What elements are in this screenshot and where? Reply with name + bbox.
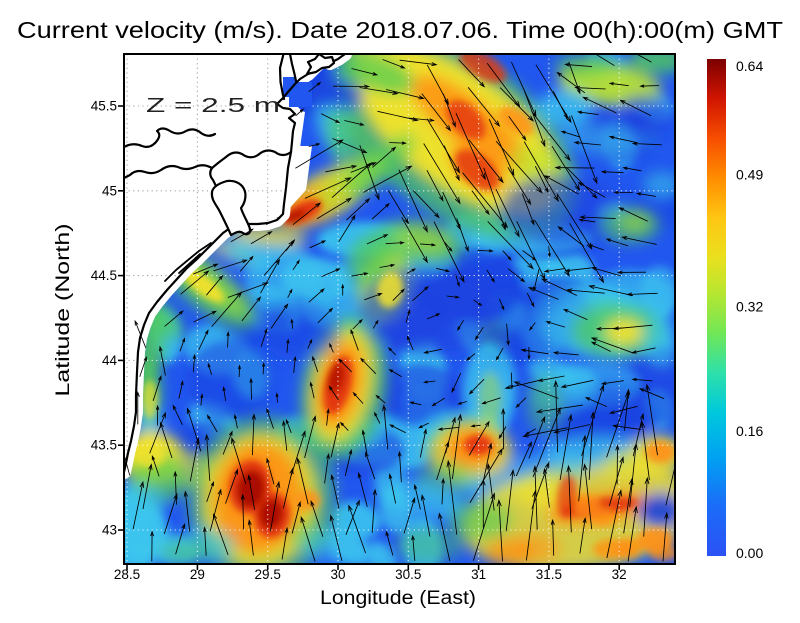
svg-text:Latitude (North): Latitude (North)	[53, 224, 74, 397]
svg-text:32: 32	[612, 567, 627, 582]
svg-text:Z = 2.5 m: Z = 2.5 m	[146, 94, 280, 117]
svg-text:28.5: 28.5	[114, 567, 140, 582]
svg-text:30: 30	[330, 567, 345, 582]
svg-text:0.49: 0.49	[736, 167, 763, 183]
svg-text:45.5: 45.5	[91, 99, 117, 114]
svg-text:Longitude (East): Longitude (East)	[320, 588, 476, 609]
svg-text:0.00: 0.00	[736, 545, 763, 561]
svg-text:Current velocity (m/s). Date 2: Current velocity (m/s). Date 2018.07.06.…	[17, 17, 783, 43]
svg-text:30.5: 30.5	[395, 567, 421, 582]
svg-text:45: 45	[102, 183, 117, 198]
svg-text:43.5: 43.5	[91, 438, 117, 453]
svg-text:0.16: 0.16	[736, 423, 763, 439]
svg-text:44: 44	[102, 353, 118, 368]
svg-text:44.5: 44.5	[91, 268, 117, 283]
svg-text:0.32: 0.32	[736, 299, 763, 315]
svg-text:31.5: 31.5	[536, 567, 562, 582]
svg-text:29: 29	[190, 567, 205, 582]
svg-text:31: 31	[471, 567, 486, 582]
svg-text:43: 43	[102, 523, 117, 538]
svg-text:29.5: 29.5	[255, 567, 281, 582]
svg-text:0.64: 0.64	[736, 58, 763, 74]
